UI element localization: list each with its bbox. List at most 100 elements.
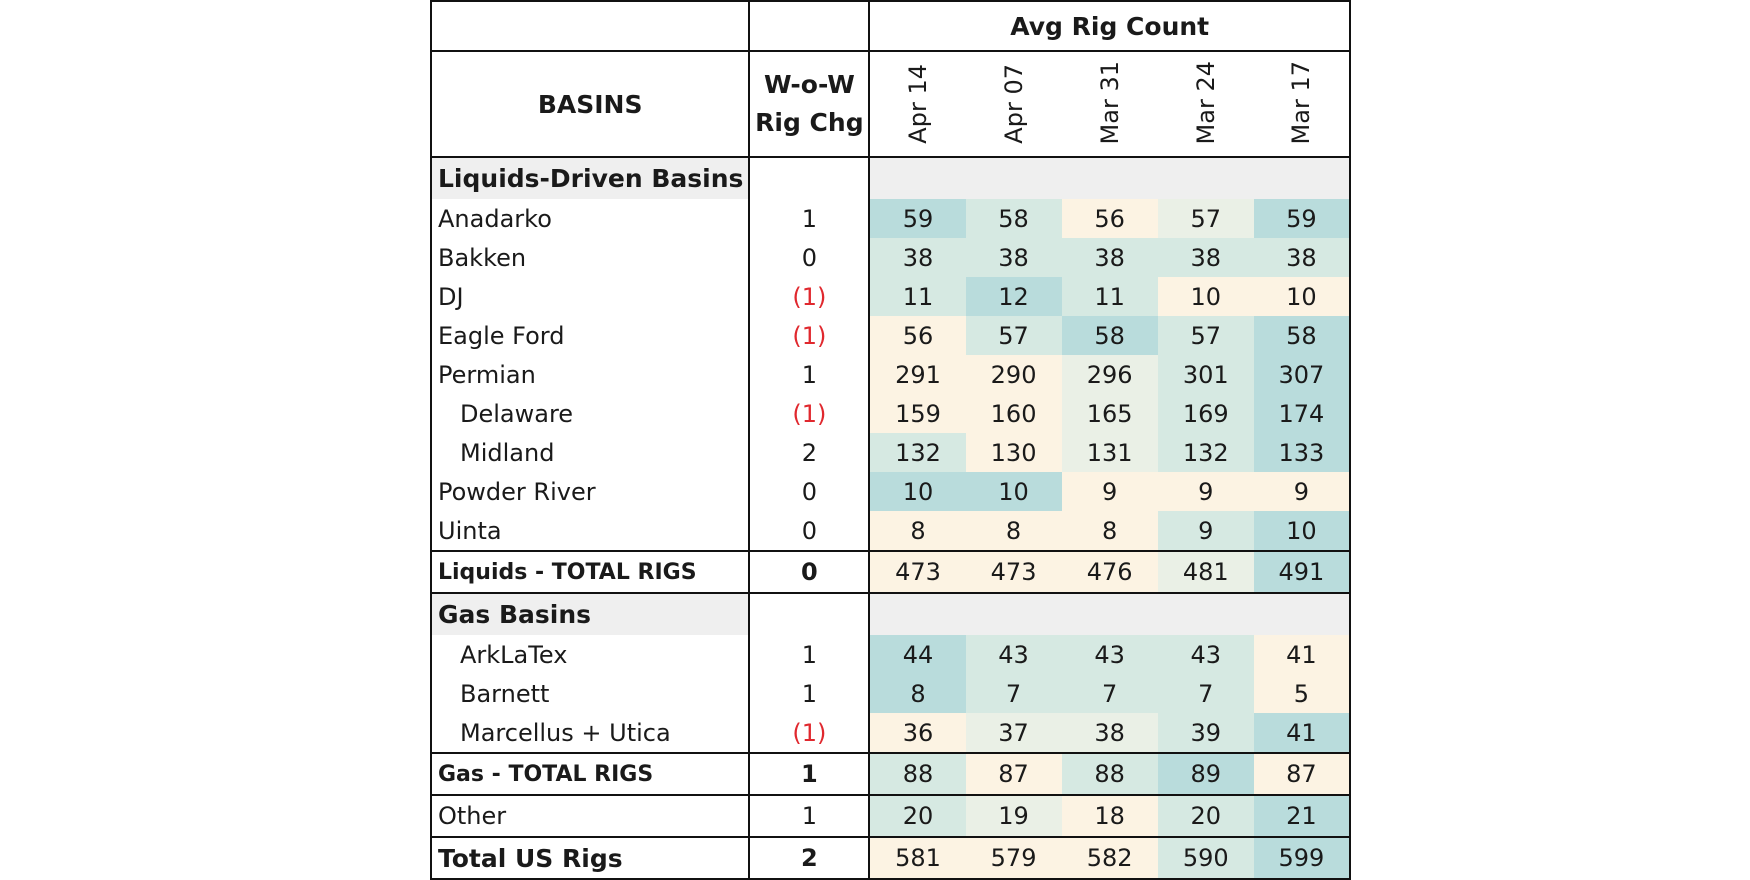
- wow-change-cell: 1: [749, 794, 871, 838]
- basin-row: Anadarko 1 59 58 56 57 59: [429, 199, 1352, 238]
- basin-row-name: Anadarko: [429, 199, 751, 238]
- basin-row: Marcellus + Utica (1) 36 37 38 39 41: [429, 713, 1352, 753]
- rig-count-cell: 88: [869, 752, 966, 796]
- rig-count-cell: 10: [1157, 277, 1254, 316]
- wow-change-cell: 1: [749, 674, 871, 713]
- rig-count-cell: 133: [1253, 433, 1352, 472]
- rig-count-cell: 18: [1061, 794, 1158, 838]
- other-row: Other 1 20 19 18 20 21: [429, 794, 1352, 838]
- wow-change-cell: 1: [749, 355, 871, 394]
- wow-change-cell: 1: [749, 635, 871, 674]
- rig-count-cell: 159: [869, 394, 966, 433]
- rig-count-cell: 38: [869, 238, 966, 277]
- section-header-row: Gas Basins: [429, 593, 1351, 635]
- date-header: Apr 14: [868, 50, 966, 158]
- date-label: Mar 24: [1191, 60, 1220, 144]
- rig-count-cell: 43: [1061, 635, 1158, 674]
- rig-count-cell: 56: [869, 316, 966, 355]
- date-label: Mar 17: [1287, 60, 1316, 144]
- wow-change-cell: (1): [749, 713, 871, 753]
- rig-count-cell: 43: [965, 635, 1062, 674]
- date-label: Mar 31: [1095, 60, 1124, 144]
- rig-count-cell: 12: [965, 277, 1062, 316]
- rig-count-cell: 132: [1157, 433, 1254, 472]
- rig-count-cell: 20: [869, 794, 966, 838]
- date-label: Apr 14: [903, 64, 932, 144]
- rig-count-cell: 581: [869, 836, 966, 880]
- wow-change-cell: (1): [749, 316, 871, 355]
- rig-count-cell: 11: [869, 277, 966, 316]
- rig-count-cell: 5: [1253, 674, 1352, 713]
- basin-row: Eagle Ford (1) 56 57 58 57 58: [429, 316, 1352, 355]
- section-total-row: Gas - TOTAL RIGS 1 88 87 88 89 87: [429, 752, 1352, 796]
- grand-total-row-name: Total US Rigs: [429, 836, 751, 880]
- basin-row: Barnett 1 8 7 7 7 5: [429, 674, 1352, 713]
- rig-count-cell: 38: [1157, 238, 1254, 277]
- rig-count-cell: 481: [1157, 550, 1254, 594]
- basin-row: ArkLaTex 1 44 43 43 43 41: [429, 635, 1352, 674]
- section-total-row-name: Liquids - TOTAL RIGS: [429, 550, 751, 594]
- section-blank-values: [869, 157, 1351, 199]
- rig-count-cell: 19: [965, 794, 1062, 838]
- rig-count-cell: 10: [965, 472, 1062, 511]
- section-blank-values: [869, 593, 1351, 635]
- rig-count-cell: 301: [1157, 355, 1254, 394]
- other-row-name: Other: [429, 794, 751, 838]
- date-header: Apr 07: [965, 50, 1062, 158]
- rig-count-cell: 9: [1157, 511, 1254, 551]
- rig-count-cell: 590: [1157, 836, 1254, 880]
- rig-count-cell: 7: [1061, 674, 1158, 713]
- basin-row: Midland 2 132 130 131 132 133: [429, 433, 1352, 472]
- rig-count-cell: 7: [1157, 674, 1254, 713]
- rig-count-cell: 37: [965, 713, 1062, 753]
- wow-change-cell: 2: [749, 836, 871, 880]
- basin-row-name: Marcellus + Utica: [429, 713, 751, 753]
- rig-count-table: Avg Rig Count BASINS W-o-W Rig Chg Apr 1…: [429, 0, 1352, 880]
- rig-count-cell: 43: [1157, 635, 1254, 674]
- rig-count-cell: 57: [1157, 316, 1254, 355]
- wow-change-cell: 0: [749, 511, 871, 551]
- wow-change-cell: 0: [749, 238, 871, 277]
- wow-change-cell: 0: [749, 472, 871, 511]
- wow-change-cell: 2: [749, 433, 871, 472]
- rig-count-cell: 38: [965, 238, 1062, 277]
- rig-count-cell: 59: [1253, 199, 1352, 238]
- wow-change-cell: 0: [749, 550, 871, 594]
- section-total-row-name: Gas - TOTAL RIGS: [429, 752, 751, 796]
- basin-row: Delaware (1) 159 160 165 169 174: [429, 394, 1352, 433]
- basin-row-name: Eagle Ford: [429, 316, 751, 355]
- rig-count-cell: 132: [869, 433, 966, 472]
- rig-count-cell: 9: [1253, 472, 1352, 511]
- rig-count-cell: 38: [1061, 238, 1158, 277]
- basin-row-name: ArkLaTex: [429, 635, 751, 674]
- rig-count-cell: 174: [1253, 394, 1352, 433]
- wow-change-cell: 1: [749, 752, 871, 796]
- basin-row-name: Permian: [429, 355, 751, 394]
- rig-count-cell: 599: [1253, 836, 1352, 880]
- rig-count-cell: 131: [1061, 433, 1158, 472]
- rig-count-cell: 7: [965, 674, 1062, 713]
- rig-count-cell: 8: [1061, 511, 1158, 551]
- rig-count-cell: 130: [965, 433, 1062, 472]
- rig-count-cell: 44: [869, 635, 966, 674]
- rig-count-cell: 296: [1061, 355, 1158, 394]
- rig-count-cell: 582: [1061, 836, 1158, 880]
- rig-count-cell: 20: [1157, 794, 1254, 838]
- basin-row: Bakken 0 38 38 38 38 38: [429, 238, 1352, 277]
- rig-count-cell: 10: [1253, 511, 1352, 551]
- rig-count-cell: 89: [1157, 752, 1254, 796]
- date-header: Mar 17: [1253, 50, 1352, 158]
- rig-count-cell: 579: [965, 836, 1062, 880]
- section-blank-change: [749, 157, 871, 199]
- basin-row-name: Barnett: [429, 674, 751, 713]
- rig-count-cell: 473: [965, 550, 1062, 594]
- wow-change-cell: (1): [749, 277, 871, 316]
- basin-row-name: Bakken: [429, 238, 751, 277]
- rig-count-cell: 87: [1253, 752, 1352, 796]
- rig-count-cell: 491: [1253, 550, 1352, 594]
- rig-count-cell: 11: [1061, 277, 1158, 316]
- wow-change-cell: (1): [749, 394, 871, 433]
- rig-count-cell: 36: [869, 713, 966, 753]
- section-header-row: Liquids-Driven Basins: [429, 157, 1351, 199]
- wow-change-header: W-o-W Rig Chg: [748, 50, 871, 158]
